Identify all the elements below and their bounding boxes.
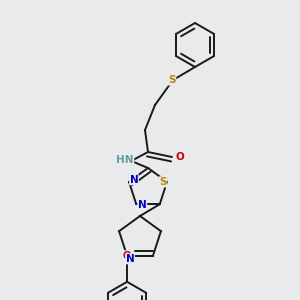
Text: HN: HN	[116, 155, 134, 165]
Text: N: N	[126, 254, 134, 264]
Text: S: S	[168, 75, 176, 85]
Text: S: S	[159, 177, 167, 187]
Text: N: N	[130, 175, 138, 185]
Text: N: N	[138, 200, 147, 210]
Text: O: O	[123, 251, 131, 261]
Text: O: O	[176, 152, 184, 162]
